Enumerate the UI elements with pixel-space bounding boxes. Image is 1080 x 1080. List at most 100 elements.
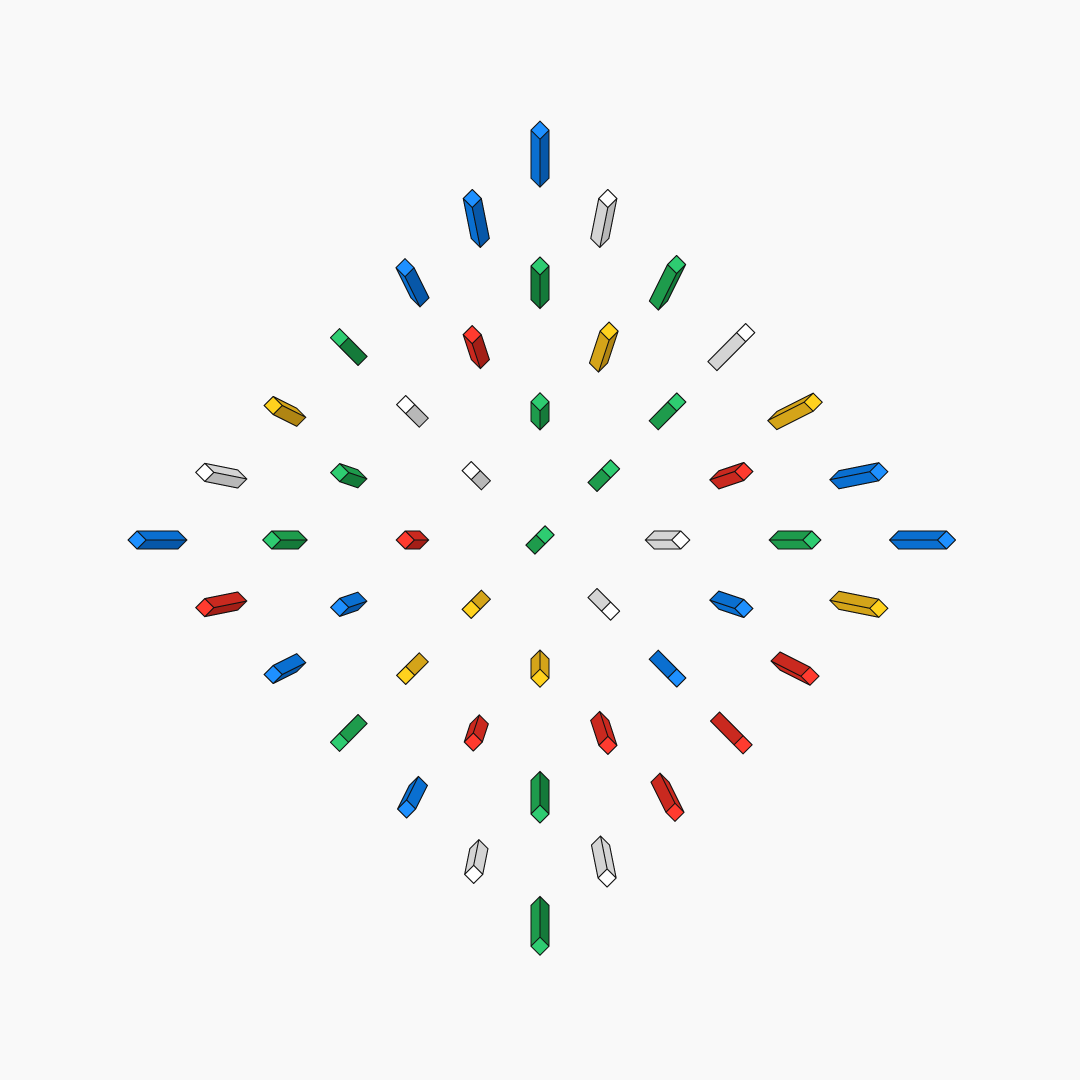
prism-end-cap xyxy=(599,321,619,341)
prism-end-cap xyxy=(462,189,482,208)
prism-red xyxy=(590,710,618,755)
prism-end-cap xyxy=(937,530,956,550)
prism-side-face xyxy=(889,539,947,550)
prism-end-cap xyxy=(734,598,754,618)
prism-red xyxy=(195,591,248,618)
prism-end-cap xyxy=(869,462,889,482)
prism-blue xyxy=(648,649,687,688)
prism-end-cap xyxy=(597,868,617,888)
prism-end-cap xyxy=(598,189,618,208)
prism-blue xyxy=(530,120,550,188)
prism-red xyxy=(395,530,430,550)
prism-blue xyxy=(330,591,368,617)
prism-white xyxy=(590,835,617,888)
prism-end-cap xyxy=(396,395,416,415)
prism-green xyxy=(530,256,550,310)
prism-green xyxy=(330,463,368,489)
prism-white xyxy=(587,587,621,621)
prism-side-face xyxy=(530,129,541,188)
prism-end-cap xyxy=(461,461,481,481)
prism-blue xyxy=(263,653,307,684)
prism-blue xyxy=(709,590,754,618)
prism-red xyxy=(709,711,753,755)
prism-blue xyxy=(395,258,430,308)
prism-end-cap xyxy=(601,459,621,479)
prism-end-cap xyxy=(329,732,349,752)
prism-red xyxy=(709,462,754,490)
prism-end-cap xyxy=(667,392,687,412)
prism-green xyxy=(329,714,368,752)
prism-end-cap xyxy=(736,323,756,343)
prism-red xyxy=(770,651,820,686)
prism-white xyxy=(707,323,756,372)
prism-green xyxy=(648,254,687,311)
prism-end-cap xyxy=(802,530,822,550)
prism-end-cap xyxy=(665,802,685,822)
prism-end-cap xyxy=(263,395,283,415)
prism-end-cap xyxy=(262,530,282,550)
prism-end-cap xyxy=(535,525,555,545)
prism-white xyxy=(195,462,248,489)
prism-end-cap xyxy=(734,462,754,482)
prism-red xyxy=(463,714,489,752)
prism-side-face xyxy=(539,129,550,188)
prism-end-cap xyxy=(195,462,215,482)
prism-end-cap xyxy=(530,936,550,956)
prism-green xyxy=(768,530,822,550)
prism-yellow xyxy=(767,392,823,431)
prism-green xyxy=(648,392,687,431)
prism-end-cap xyxy=(530,392,550,412)
prism-green xyxy=(525,525,555,555)
prism-end-cap xyxy=(195,598,215,618)
prism-end-cap xyxy=(397,799,417,819)
prism-end-cap xyxy=(330,463,350,483)
prism-green xyxy=(329,328,368,367)
prism-end-cap xyxy=(803,392,823,412)
prism-yellow xyxy=(461,589,491,619)
prism-end-cap xyxy=(461,599,481,619)
prism-end-cap xyxy=(395,258,415,278)
prism-end-cap xyxy=(330,597,350,617)
prism-end-cap xyxy=(462,325,482,345)
prism-end-cap xyxy=(667,254,687,274)
prism-green xyxy=(530,392,550,431)
prism-blue xyxy=(397,775,428,819)
prism-side-face xyxy=(889,530,947,541)
prism-end-cap xyxy=(530,668,550,688)
prism-end-cap xyxy=(800,666,820,686)
prism-yellow xyxy=(263,395,307,427)
prism-end-cap xyxy=(530,804,550,824)
prism-end-cap xyxy=(733,735,753,755)
prism-end-cap xyxy=(598,735,618,755)
prism-red xyxy=(462,325,490,370)
prism-end-cap xyxy=(396,665,416,685)
prism-end-cap xyxy=(601,601,621,621)
prism-blue xyxy=(462,189,490,248)
prism-white xyxy=(644,530,691,550)
prism-end-cap xyxy=(671,530,691,550)
prism-white xyxy=(396,395,429,428)
prism-yellow xyxy=(588,321,619,373)
prism-blue xyxy=(829,462,889,490)
prism-end-cap xyxy=(329,328,349,348)
prism-blue xyxy=(127,530,188,550)
prism-end-cap xyxy=(667,668,687,688)
prism-red xyxy=(650,772,685,822)
prism-yellow xyxy=(829,590,889,618)
prism-end-cap xyxy=(530,120,550,140)
prism-yellow xyxy=(530,649,550,688)
prism-white xyxy=(590,189,618,248)
prism-white xyxy=(461,461,491,491)
prism-end-cap xyxy=(127,530,147,550)
prism-green xyxy=(587,459,621,493)
prism-end-cap xyxy=(530,256,550,276)
prism-green xyxy=(530,895,550,956)
prism-green xyxy=(530,770,550,824)
prism-end-cap xyxy=(263,664,283,684)
prism-green xyxy=(262,530,308,550)
prism-end-cap xyxy=(464,864,484,884)
prism-end-cap xyxy=(869,598,889,618)
prism-white xyxy=(464,839,489,884)
